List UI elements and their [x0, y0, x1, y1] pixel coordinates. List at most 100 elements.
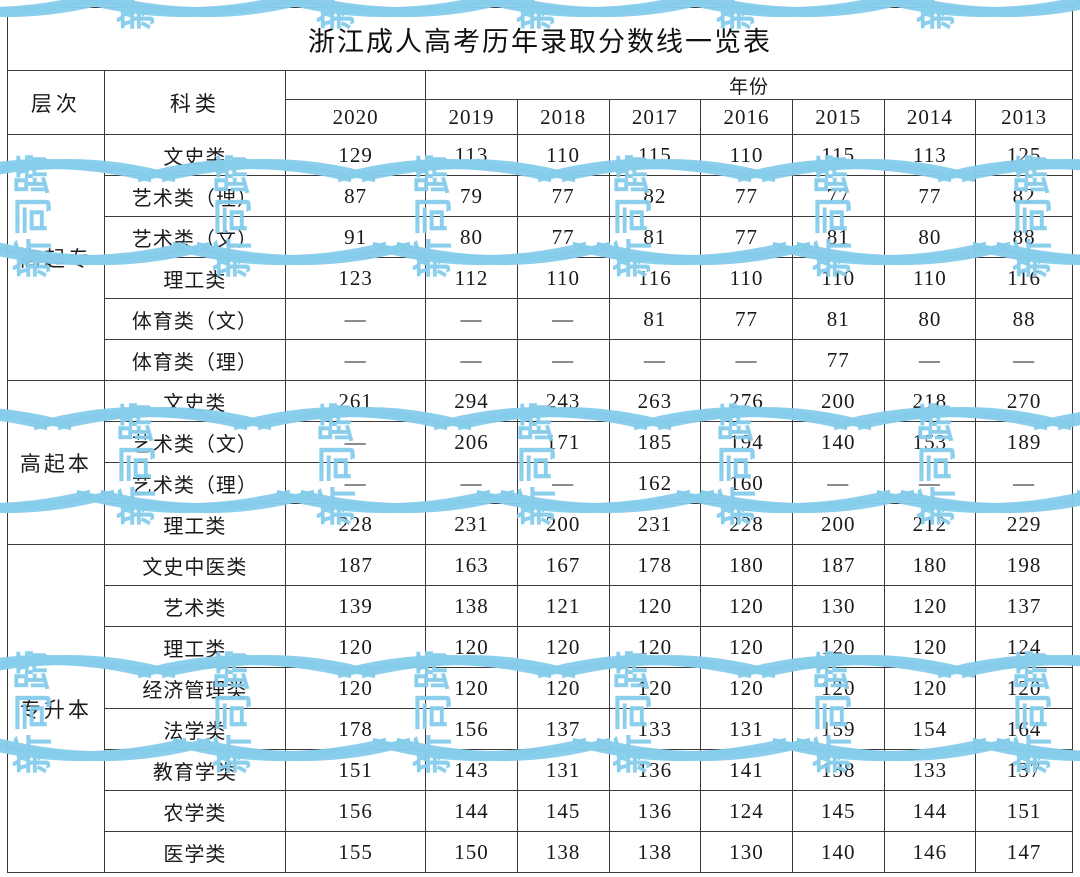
score-cell-2017: 81	[608, 216, 702, 258]
score-cell-2018: —	[516, 462, 610, 504]
table-row: 经济管理类 120 120 120 120 120 120 120 120	[8, 667, 1073, 709]
score-cell-2020: 178	[285, 708, 427, 750]
score-cell-2018: 120	[516, 667, 610, 709]
score-cell-2014: 77	[883, 175, 977, 217]
score-cell-2018: 171	[516, 421, 610, 463]
score-cell-2017: 185	[608, 421, 702, 463]
score-cell-2020: 151	[285, 749, 427, 791]
score-cell-2014: 180	[883, 544, 977, 586]
score-cell-2020: 261	[285, 380, 427, 422]
score-cell-2016: 120	[700, 667, 793, 709]
score-cell-2019: 231	[425, 503, 518, 545]
score-cell-2015: 77	[791, 339, 885, 381]
score-cell-2018: 137	[516, 708, 610, 750]
score-cell-2018: 110	[516, 134, 610, 176]
score-cell-2013: 229	[975, 503, 1073, 545]
score-cell-2014: —	[883, 339, 977, 381]
header-band-row: 层次 科类 年份	[7, 70, 1073, 135]
subject-cell: 艺术类（文）	[103, 421, 287, 463]
score-cell-2017: 82	[608, 175, 702, 217]
title-row: 浙江成人高考历年录取分数线一览表	[7, 7, 1073, 71]
score-cell-2015: 145	[791, 790, 885, 832]
score-cell-2017: —	[608, 339, 702, 381]
level-cell-1: 高起本	[7, 380, 105, 545]
subject-cell: 文史中医类	[103, 544, 287, 586]
table-row: 理工类 228 231 200 231 228 200 212 229	[8, 503, 1073, 545]
table-row: 艺术类（文） —206 171 185 194 140 153 189	[8, 421, 1073, 463]
score-cell-2013: 164	[975, 708, 1073, 750]
score-cell-2015: 81	[791, 216, 885, 258]
table-row: 艺术类（文） 91 80 77 81 77 81 80 88	[8, 216, 1073, 258]
score-cell-2017: 263	[608, 380, 702, 422]
score-cell-2015: 159	[791, 708, 885, 750]
subject-cell: 理工类	[103, 257, 287, 299]
table-row: 教育学类 151 143 131 136 141 138 133 137	[8, 749, 1073, 791]
score-cell-2014: 80	[883, 298, 977, 340]
header-year-2019: 2019	[425, 99, 518, 135]
table-header: 浙江成人高考历年录取分数线一览表 层次 科类 年份 2020 2019 2018 20…	[7, 7, 1073, 135]
table-row: 理工类 123 112 110 116 110 110 110 116	[8, 257, 1073, 299]
score-cell-2020: 156	[285, 790, 427, 832]
subject-cell: 教育学类	[103, 749, 287, 791]
score-cell-2016: —	[700, 339, 793, 381]
score-cell-2017: 231	[608, 503, 702, 545]
score-cell-2013: 88	[975, 298, 1073, 340]
score-cell-2013: 147	[975, 831, 1073, 873]
score-cell-2017: 81	[608, 298, 702, 340]
score-cell-2018: 243	[516, 380, 610, 422]
score-cell-2019: 120	[425, 667, 518, 709]
score-cell-2017: 115	[608, 134, 702, 176]
score-cell-2019: 143	[425, 749, 518, 791]
score-cell-2013: 82	[975, 175, 1073, 217]
score-cell-2018: 138	[516, 831, 610, 873]
score-cell-2020: —	[285, 339, 427, 381]
score-cell-2018: 77	[516, 216, 610, 258]
score-cell-2020: 120	[285, 626, 427, 668]
header-year-group: 年份	[425, 70, 1073, 100]
table-row: 体育类（文） — — —81 77 81 80 88	[8, 298, 1073, 340]
score-cell-2019: —	[425, 462, 518, 504]
header-year-2020: 2020	[285, 99, 427, 135]
score-cell-2018: 167	[516, 544, 610, 586]
score-cell-2015: 200	[791, 503, 885, 545]
score-cell-2017: 178	[608, 544, 702, 586]
subject-cell: 艺术类（理）	[103, 175, 287, 217]
score-cell-2014: 153	[883, 421, 977, 463]
header-year-spacer	[285, 70, 427, 100]
score-cell-2013: 120	[975, 667, 1073, 709]
score-cell-2014: 120	[883, 626, 977, 668]
score-cell-2016: 120	[700, 585, 793, 627]
table-row: 法学类 178 156 137 133 131 159 154 164	[8, 708, 1073, 750]
score-cell-2013: 137	[975, 749, 1073, 791]
score-cell-2016: 110	[700, 257, 793, 299]
score-cell-2014: 144	[883, 790, 977, 832]
score-cell-2019: 156	[425, 708, 518, 750]
score-cell-2020: 129	[285, 134, 427, 176]
score-cell-2014: 120	[883, 585, 977, 627]
level-cell-0: 高起专	[7, 134, 105, 381]
score-cell-2019: 150	[425, 831, 518, 873]
subject-cell: 体育类（理）	[103, 339, 287, 381]
score-cell-2013: —	[975, 462, 1073, 504]
table-row: 艺术类（理） 87 79 77 82 77 77 77 82	[8, 175, 1073, 217]
subject-cell: 艺术类（文）	[103, 216, 287, 258]
score-cell-2020: —	[285, 298, 427, 340]
score-cell-2017: 120	[608, 585, 702, 627]
score-cell-2013: 189	[975, 421, 1073, 463]
score-cell-2020: 87	[285, 175, 427, 217]
score-cell-2016: 228	[700, 503, 793, 545]
score-cell-2015: 130	[791, 585, 885, 627]
score-cell-2015: 138	[791, 749, 885, 791]
score-cell-2014: 218	[883, 380, 977, 422]
score-cell-2016: 180	[700, 544, 793, 586]
score-cell-2019: 120	[425, 626, 518, 668]
score-cell-2014: 120	[883, 667, 977, 709]
score-cell-2016: 110	[700, 134, 793, 176]
table-row: 高起专 文史类 129 113 110 115 110 115 113 125	[7, 134, 1073, 381]
subject-cell: 艺术类	[103, 585, 287, 627]
score-cell-2020: —	[285, 421, 427, 463]
score-cell-2017: 136	[608, 790, 702, 832]
score-cell-2013: 151	[975, 790, 1073, 832]
score-cell-2017: 133	[608, 708, 702, 750]
